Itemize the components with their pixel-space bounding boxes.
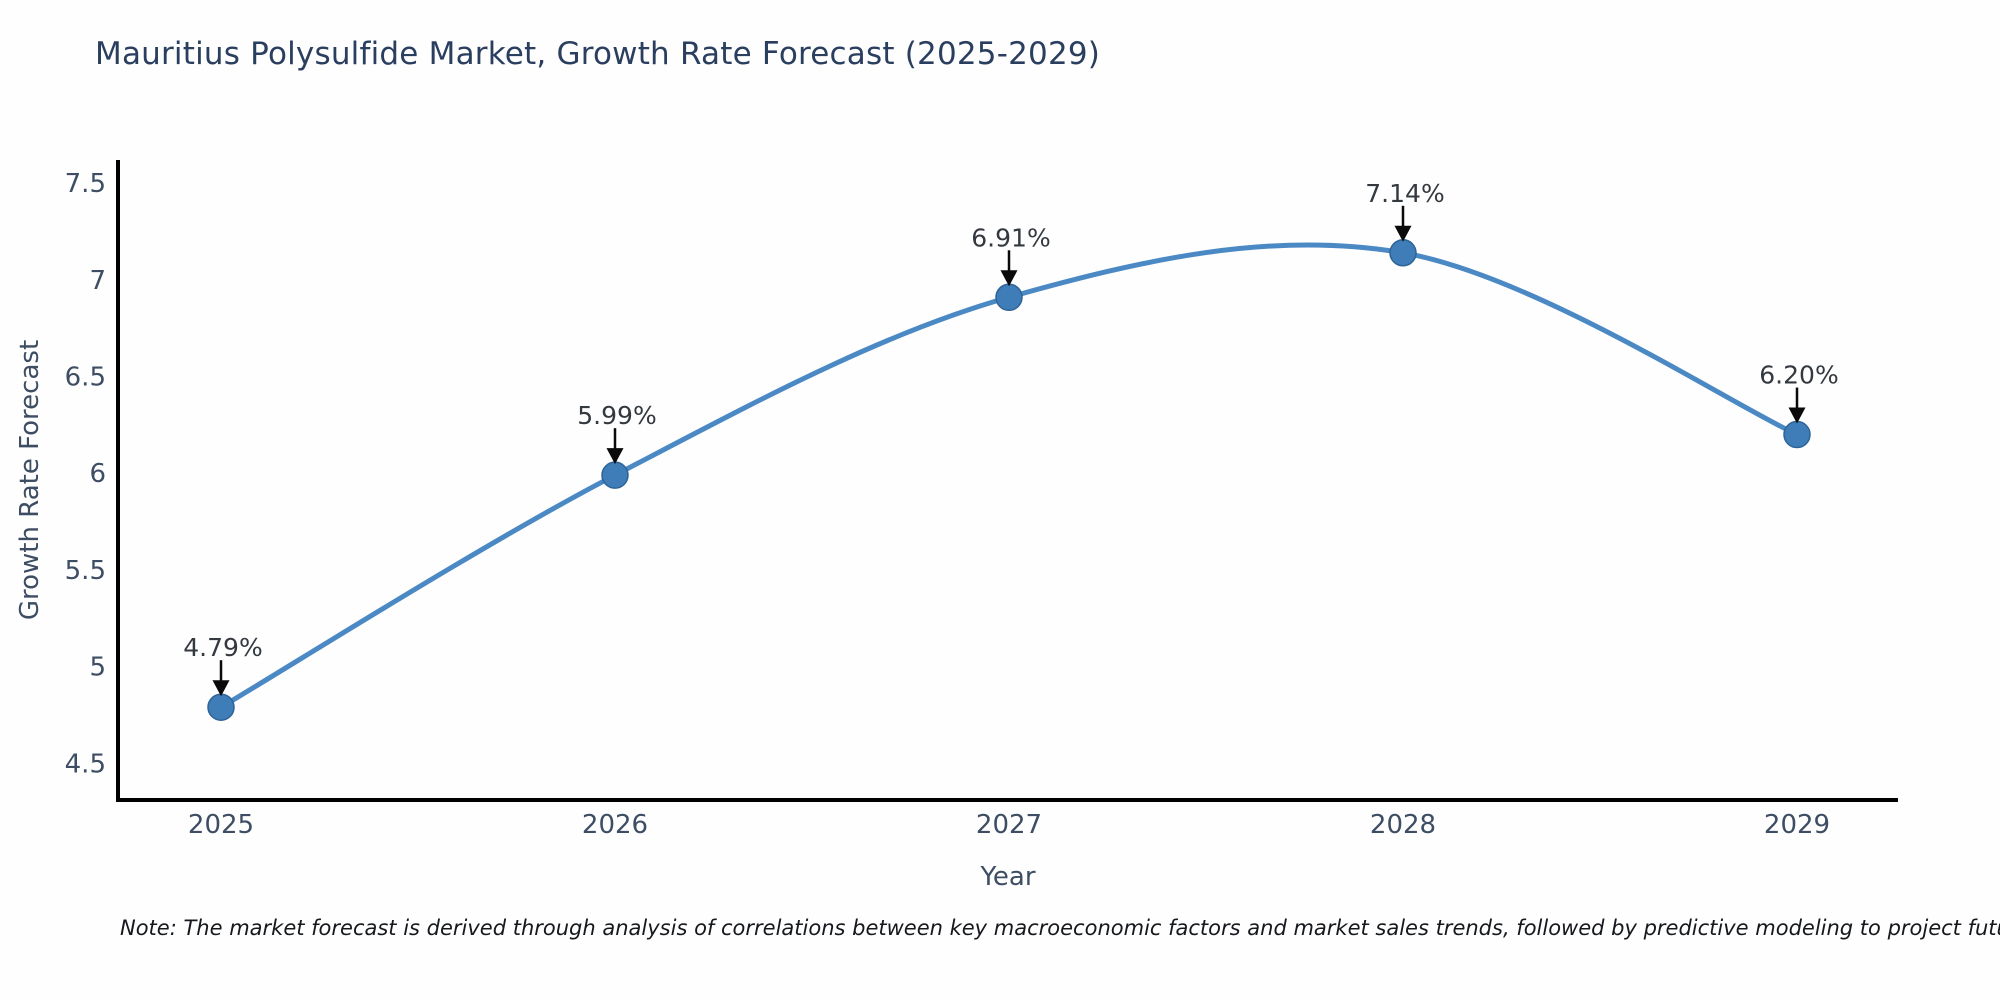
x-axis-title: Year [980,862,1036,892]
annotation-arrowhead-icon [1394,225,1412,242]
x-tick-labels: 2025 2026 2027 2028 2029 [188,810,1830,840]
data-point-2025 [207,693,235,721]
point-annotations: 4.79% 5.99% 6.91% 7.14% 6.20% [183,179,1839,697]
footnote: Note: The market forecast is derived thr… [120,916,2000,940]
y-tick-label: 5 [89,653,106,683]
point-label: 7.14% [1365,179,1444,208]
y-tick-label: 7 [89,266,106,296]
point-label: 4.79% [183,633,262,662]
x-tick-label: 2026 [582,810,648,840]
x-tick-label: 2029 [1764,810,1830,840]
x-tick-label: 2025 [188,810,254,840]
data-point-2029 [1783,420,1811,449]
y-axis-title: Growth Rate Forecast [15,339,45,621]
y-tick-label: 5.5 [65,556,106,586]
data-point-2026 [601,461,629,489]
point-label: 6.91% [971,223,1050,252]
x-tick-label: 2027 [976,810,1042,840]
growth-rate-line [218,242,1800,710]
annotation-arrowhead-icon [606,448,624,465]
y-tick-label: 6.5 [65,363,106,393]
data-point-2027 [995,283,1023,312]
axes [116,160,1898,802]
y-tick-label: 4.5 [65,749,106,779]
forecast-spline [218,242,1800,710]
y-tick-label: 6 [89,459,106,489]
y-tick-label: 7.5 [65,169,106,199]
y-tick-labels: 7.5 7 6.5 6 5.5 5 4.5 [65,169,106,779]
chart-title: Mauritius Polysulfide Market, Growth Rat… [95,36,1101,72]
annotation-arrowhead-icon [1000,270,1018,287]
data-point-2028 [1389,239,1417,267]
point-label: 5.99% [577,401,656,430]
annotation-arrowhead-icon [1788,407,1806,424]
x-tick-label: 2028 [1370,810,1436,840]
point-label: 6.20% [1759,361,1838,390]
annotation-arrowhead-icon [212,680,230,697]
